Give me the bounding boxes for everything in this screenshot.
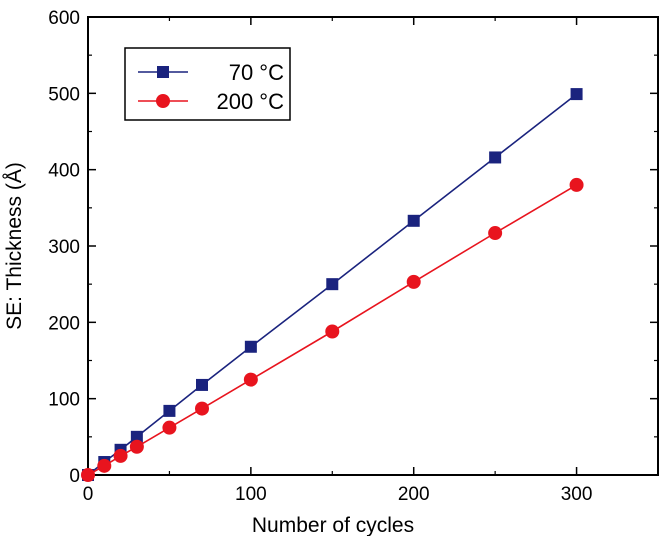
series-layer bbox=[81, 88, 584, 482]
series-2-point bbox=[569, 177, 584, 192]
series-2-point bbox=[325, 324, 340, 339]
x-axis-title: Number of cycles bbox=[252, 514, 414, 536]
series-2-point bbox=[195, 401, 209, 416]
y-axis-ticks: 0 100 200 300 400 500 600 bbox=[48, 8, 658, 487]
legend-box bbox=[124, 47, 291, 121]
series-2-point bbox=[162, 420, 177, 435]
y-tick-label: 400 bbox=[48, 161, 80, 182]
series-2-point bbox=[406, 274, 421, 289]
x-tick-label: 300 bbox=[561, 484, 593, 505]
y-axis-title: SE: Thickness (Å) bbox=[3, 162, 26, 330]
series-1-point bbox=[163, 404, 176, 417]
series-2-point bbox=[81, 468, 95, 482]
series-2-point bbox=[243, 372, 258, 387]
y-tick-label: 200 bbox=[48, 313, 80, 334]
series-1-point bbox=[570, 88, 583, 101]
legend-marker-2 bbox=[156, 94, 170, 108]
series-1-point bbox=[244, 340, 257, 353]
y-tick-label: 0 bbox=[69, 466, 80, 487]
series-2-point bbox=[113, 448, 128, 463]
y-tick-label: 600 bbox=[48, 8, 80, 29]
legend-label-1: 70 °C bbox=[229, 60, 284, 85]
x-tick-label: 100 bbox=[235, 484, 267, 505]
legend-marker-1 bbox=[157, 66, 169, 78]
y-tick-label: 300 bbox=[48, 237, 80, 258]
y-tick-label: 500 bbox=[48, 84, 80, 105]
series-1-point bbox=[326, 278, 339, 291]
series-1-point bbox=[196, 378, 208, 391]
x-tick-label: 200 bbox=[398, 484, 430, 505]
legend: 70 °C 200 °C bbox=[124, 47, 291, 121]
series-1-point bbox=[489, 151, 502, 164]
y-tick-label: 100 bbox=[48, 390, 80, 411]
series-2-point bbox=[488, 226, 503, 241]
series-1-point bbox=[130, 430, 143, 443]
series-2-point bbox=[97, 458, 112, 473]
series-2-point bbox=[129, 439, 144, 454]
legend-label-2: 200 °C bbox=[216, 89, 284, 114]
series-1-point bbox=[407, 214, 420, 227]
x-tick-label: 0 bbox=[83, 484, 94, 505]
